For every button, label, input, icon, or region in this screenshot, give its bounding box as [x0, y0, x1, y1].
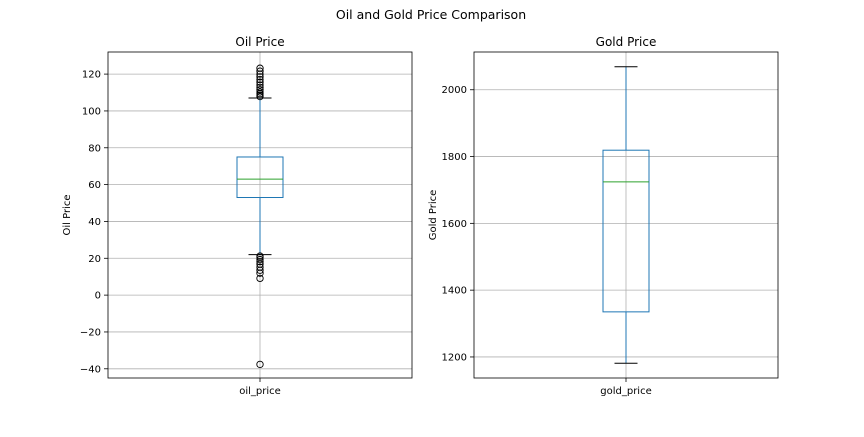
outlier-point	[256, 263, 264, 271]
outlier-point	[256, 73, 264, 81]
y-tick-label: 1800	[442, 152, 467, 163]
y-tick-label: −20	[80, 327, 101, 338]
y-tick-label: 100	[82, 106, 101, 117]
axes-frame	[473, 51, 779, 379]
outlier-point	[256, 81, 264, 89]
outlier-point	[256, 86, 264, 94]
axes-title: Oil Price	[235, 35, 284, 49]
outlier-point	[256, 88, 264, 96]
figure-title: Oil and Gold Price Comparison	[336, 7, 526, 22]
x-tick-label: oil_price	[239, 386, 281, 397]
outlier-point	[256, 67, 264, 75]
oil-price-panel: −40 −20 0 20 40 60 80 100 120 oil_price Oil Price O…	[62, 35, 413, 397]
outlier-point	[256, 64, 264, 72]
y-tick-label: 0	[95, 291, 101, 302]
axes-frame	[107, 51, 413, 379]
outlier-point	[256, 83, 264, 92]
outlier-point	[256, 274, 264, 283]
x-tick-label: gold_price	[600, 386, 651, 397]
y-tick-label: 40	[88, 217, 101, 228]
y-axis-label: Oil Price	[62, 194, 73, 235]
y-tick-label: −40	[80, 364, 101, 375]
outlier-point	[256, 75, 264, 84]
y-tick-label: 20	[88, 254, 101, 265]
outlier-point	[256, 78, 264, 86]
y-tick-label: 1600	[442, 219, 467, 230]
gold-price-panel: 1200 1400 1600 1800 2000 gold_price Gold Price…	[428, 35, 779, 397]
iqr-box	[602, 149, 650, 313]
y-tick-label: 1400	[442, 286, 467, 297]
axes-title: Gold Price	[596, 35, 657, 49]
y-axis-label: Gold Price	[428, 190, 439, 241]
outlier-point	[256, 360, 264, 369]
y-tick-label: 1200	[442, 352, 467, 363]
y-tick-label: 120	[82, 70, 101, 81]
outlier-point	[256, 258, 264, 266]
y-tick-label: 80	[88, 143, 101, 154]
outlier-point	[256, 70, 264, 78]
y-tick-label: 2000	[442, 85, 467, 96]
outlier-point	[256, 252, 264, 260]
y-tick-label: 60	[88, 180, 101, 191]
iqr-box	[236, 156, 284, 199]
outlier-point	[256, 255, 264, 264]
